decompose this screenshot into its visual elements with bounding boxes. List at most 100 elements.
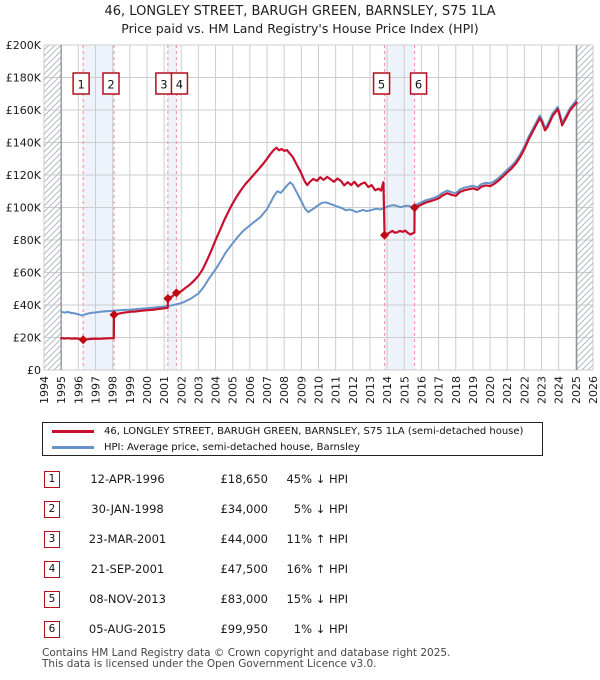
- x-axis-tick-label: 2010: [313, 376, 326, 404]
- x-axis-labels: 1994 1995 1996 1997 1998 1999 2000 2001 2002 2003…: [38, 376, 600, 404]
- table-row: 2 30-JAN-1998 £34,000 5% ↓ HPI: [0, 501, 600, 521]
- sale-hpi-delta: 16% ↑ HPI: [278, 562, 370, 576]
- arrow-down-icon: ↓: [315, 592, 326, 606]
- price-paid-line: [60, 101, 578, 341]
- sale-date: 05-AUG-2015: [88, 622, 167, 636]
- x-axis-tick-label: 2001: [158, 376, 171, 404]
- sale-date: 30-JAN-1998: [91, 502, 164, 516]
- x-axis-tick-label: 1998: [107, 376, 120, 404]
- arrow-down-icon: ↓: [315, 622, 326, 636]
- delta-ref: HPI: [329, 502, 348, 516]
- sale-price: £99,950: [220, 622, 268, 636]
- sale-number-text: 2: [107, 78, 114, 92]
- legend-label-price-paid: 46, LONGLEY STREET, BARUGH GREEN, BARNSL…: [104, 425, 524, 437]
- chart-title-line1: 46, LONGLEY STREET, BARUGH GREEN, BARNSL…: [104, 4, 496, 19]
- price-chart-svg: 1 2 3 4 5 6£0£20K£40K£60K£80K£100K£120K£140K£…: [6, 39, 600, 404]
- delta-value: 15%: [286, 592, 312, 606]
- sale-date: 23-MAR-2001: [88, 532, 167, 546]
- delta-ref: HPI: [329, 562, 348, 576]
- x-axis-tick-label: 2000: [141, 376, 154, 404]
- x-axis-tick-label: 2015: [398, 376, 411, 404]
- table-row: 6 05-AUG-2015 £99,950 1% ↓ HPI: [0, 621, 600, 641]
- y-axis-tick-label: £180K: [6, 72, 42, 85]
- x-axis-tick-label: 2009: [295, 376, 308, 404]
- y-axis-tick-label: £200K: [6, 40, 42, 52]
- arrow-down-icon: ↓: [315, 502, 326, 516]
- sale-price: £47,500: [220, 562, 268, 576]
- sale-price: £18,650: [220, 472, 268, 486]
- price-paid-line-swatch: [52, 429, 94, 433]
- sale-hpi-delta: 1% ↓ HPI: [278, 622, 370, 636]
- sale-number-text: 3: [160, 78, 167, 92]
- legend-label-hpi: HPI: Average price, semi-detached house,…: [104, 441, 360, 453]
- arrow-down-icon: ↓: [315, 472, 326, 486]
- y-axis-tick-label: £140K: [6, 137, 42, 150]
- x-axis-tick-label: 2011: [330, 376, 343, 404]
- sale-number-badge: 1: [44, 471, 60, 488]
- delta-value: 5%: [293, 502, 312, 516]
- hpi-line: [60, 98, 578, 317]
- gridlines: [43, 44, 594, 371]
- sale-price: £34,000: [220, 502, 268, 516]
- sale-number-box: [72, 72, 90, 95]
- sale-number-badge: 4: [44, 561, 60, 578]
- y-axis-tick-label: £100K: [6, 202, 42, 215]
- delta-ref: HPI: [329, 532, 348, 546]
- sale-number-text: 5: [378, 78, 385, 92]
- sale-marker-diamond: [410, 203, 420, 213]
- x-axis-tick-label: 2005: [227, 376, 240, 404]
- sale-number-text: 4: [176, 78, 183, 92]
- sale-marker-diamond: [109, 310, 119, 320]
- hpi-line-swatch: [52, 445, 94, 449]
- sale-hpi-delta: 45% ↓ HPI: [278, 472, 370, 486]
- sale-number-badge: 2: [44, 501, 60, 518]
- arrow-up-icon: ↑: [315, 532, 326, 546]
- footer-line2: This data is licensed under the Open Gov…: [42, 658, 377, 670]
- footer-line1: Contains HM Land Registry data © Crown c…: [42, 647, 451, 659]
- table-row: 1 12-APR-1996 £18,650 45% ↓ HPI: [0, 471, 600, 491]
- x-axis-tick-label: 2012: [347, 376, 360, 404]
- delta-ref: HPI: [329, 472, 348, 486]
- x-axis-tick-label: 2025: [570, 376, 583, 404]
- x-axis-tick-label: 2024: [553, 376, 566, 404]
- sale-date: 08-NOV-2013: [89, 592, 166, 606]
- sale-date: 21-SEP-2001: [90, 562, 165, 576]
- x-axis-tick-label: 2013: [364, 376, 377, 404]
- sale-number-text: 1: [77, 78, 84, 92]
- x-axis-tick-label: 2022: [518, 376, 531, 404]
- sale-number-badge: 6: [44, 621, 60, 638]
- x-axis-tick-label: 2021: [501, 376, 514, 404]
- no-data-regions: [44, 45, 593, 370]
- delta-ref: HPI: [329, 622, 348, 636]
- sale-price: £44,000: [220, 532, 268, 546]
- sale-number-badge: 5: [44, 591, 60, 608]
- sale-marker-diamond: [171, 288, 181, 298]
- y-axis-tick-label: £40K: [13, 299, 42, 312]
- x-axis-tick-label: 2003: [192, 376, 205, 404]
- x-axis-tick-label: 2020: [484, 376, 497, 404]
- x-axis-tick-label: 2006: [244, 376, 257, 404]
- chart-title: 46, LONGLEY STREET, BARUGH GREEN, BARNSL…: [0, 3, 600, 37]
- x-axis-tick-label: 1994: [38, 376, 51, 404]
- legend-item-hpi: HPI: Average price, semi-detached house,…: [52, 441, 542, 454]
- sale-price: £83,000: [220, 592, 268, 606]
- x-axis-tick-label: 2008: [278, 376, 291, 404]
- table-row: 4 21-SEP-2001 £47,500 16% ↑ HPI: [0, 561, 600, 581]
- x-axis-tick-label: 1997: [89, 376, 102, 404]
- legend-item-price-paid: 46, LONGLEY STREET, BARUGH GREEN, BARNSL…: [52, 425, 542, 438]
- y-axis-tick-label: £0: [27, 364, 41, 377]
- y-axis-tick-label: £160K: [6, 104, 42, 117]
- delta-value: 11%: [286, 532, 312, 546]
- sale-hpi-delta: 11% ↑ HPI: [278, 532, 370, 546]
- sale-marker-diamond: [78, 335, 88, 345]
- y-axis-tick-label: £80K: [13, 234, 42, 247]
- sale-number-text: 6: [415, 78, 422, 92]
- chart-title-line2: Price paid vs. HM Land Registry's House …: [121, 21, 479, 36]
- table-row: 5 08-NOV-2013 £83,000 15% ↓ HPI: [0, 591, 600, 611]
- sale-number-box: [170, 72, 189, 95]
- x-axis-tick-label: 2023: [536, 376, 549, 404]
- y-axis-tick-label: £60K: [13, 267, 42, 280]
- delta-value: 16%: [286, 562, 312, 576]
